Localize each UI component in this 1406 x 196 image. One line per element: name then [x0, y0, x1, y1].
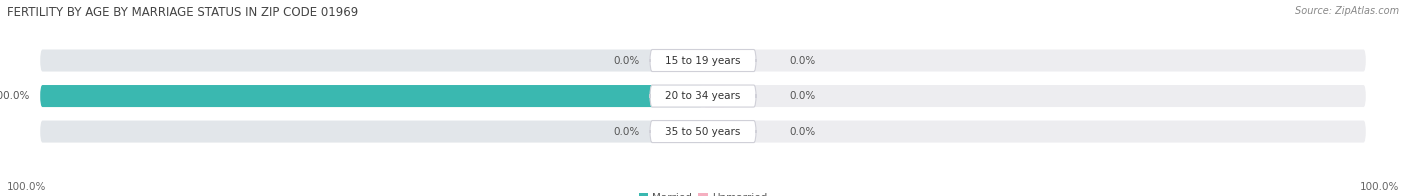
FancyBboxPatch shape [41, 121, 703, 142]
FancyBboxPatch shape [703, 121, 1365, 142]
FancyBboxPatch shape [703, 50, 1365, 72]
Text: FERTILITY BY AGE BY MARRIAGE STATUS IN ZIP CODE 01969: FERTILITY BY AGE BY MARRIAGE STATUS IN Z… [7, 6, 359, 19]
FancyBboxPatch shape [681, 50, 703, 72]
FancyBboxPatch shape [703, 85, 725, 107]
FancyBboxPatch shape [703, 121, 725, 142]
Text: 0.0%: 0.0% [789, 55, 815, 65]
Text: 100.0%: 100.0% [1360, 182, 1399, 192]
Legend: Married, Unmarried: Married, Unmarried [634, 188, 772, 196]
FancyBboxPatch shape [650, 50, 756, 72]
Text: 15 to 19 years: 15 to 19 years [665, 55, 741, 65]
FancyBboxPatch shape [703, 85, 1365, 107]
Text: 0.0%: 0.0% [789, 91, 815, 101]
Text: 20 to 34 years: 20 to 34 years [665, 91, 741, 101]
FancyBboxPatch shape [41, 85, 703, 107]
FancyBboxPatch shape [650, 121, 756, 142]
FancyBboxPatch shape [41, 50, 703, 72]
Text: 100.0%: 100.0% [0, 91, 30, 101]
Text: 0.0%: 0.0% [614, 55, 640, 65]
FancyBboxPatch shape [681, 121, 703, 142]
FancyBboxPatch shape [703, 50, 725, 72]
FancyBboxPatch shape [41, 85, 703, 107]
Text: 0.0%: 0.0% [614, 127, 640, 137]
Text: Source: ZipAtlas.com: Source: ZipAtlas.com [1295, 6, 1399, 16]
Text: 35 to 50 years: 35 to 50 years [665, 127, 741, 137]
FancyBboxPatch shape [650, 85, 756, 107]
Text: 0.0%: 0.0% [789, 127, 815, 137]
Text: 100.0%: 100.0% [7, 182, 46, 192]
